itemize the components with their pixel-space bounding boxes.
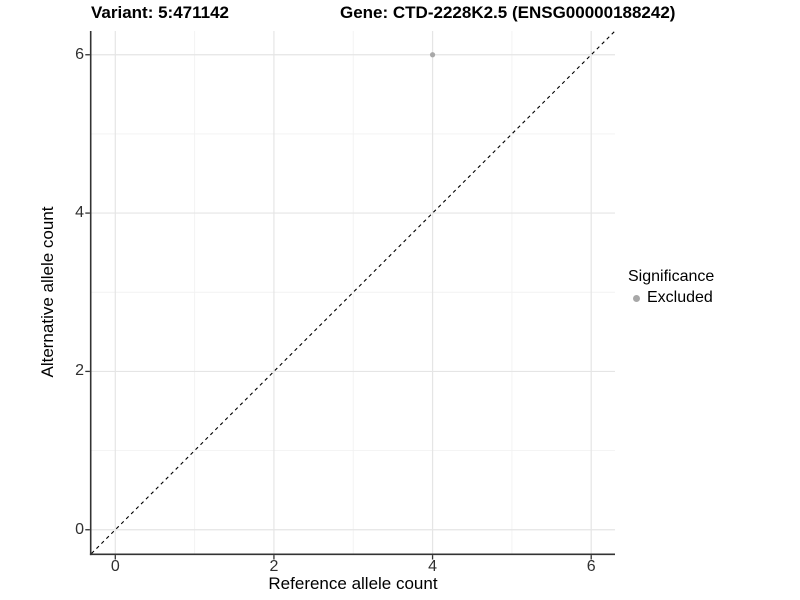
- y-tick-label: 2: [75, 362, 84, 380]
- y-tick-label: 6: [75, 45, 84, 63]
- x-axis-title: Reference allele count: [268, 574, 438, 593]
- variant-title: Variant: 5:471142: [91, 3, 229, 22]
- x-tick-label: 0: [110, 558, 120, 575]
- y-axis-title: Alternative allele count: [38, 206, 57, 378]
- x-tick-label: 6: [586, 558, 596, 575]
- legend: Significance Excluded: [628, 268, 714, 307]
- x-tick-label: 2: [269, 558, 279, 575]
- legend-item-excluded: Excluded: [628, 289, 714, 307]
- data-point: [429, 52, 436, 58]
- gene-title: Gene: CTD-2228K2.5 (ENSG00000188242): [340, 3, 676, 22]
- x-tick-label: 4: [428, 558, 438, 575]
- identity-dashed-line: [91, 30, 616, 554]
- legend-title: Significance: [628, 268, 715, 285]
- legend-key-circle-icon: [633, 294, 640, 302]
- y-tick-label: 0: [75, 520, 84, 538]
- y-tick-label: 4: [75, 204, 84, 222]
- legend-item-label: Excluded: [647, 289, 713, 306]
